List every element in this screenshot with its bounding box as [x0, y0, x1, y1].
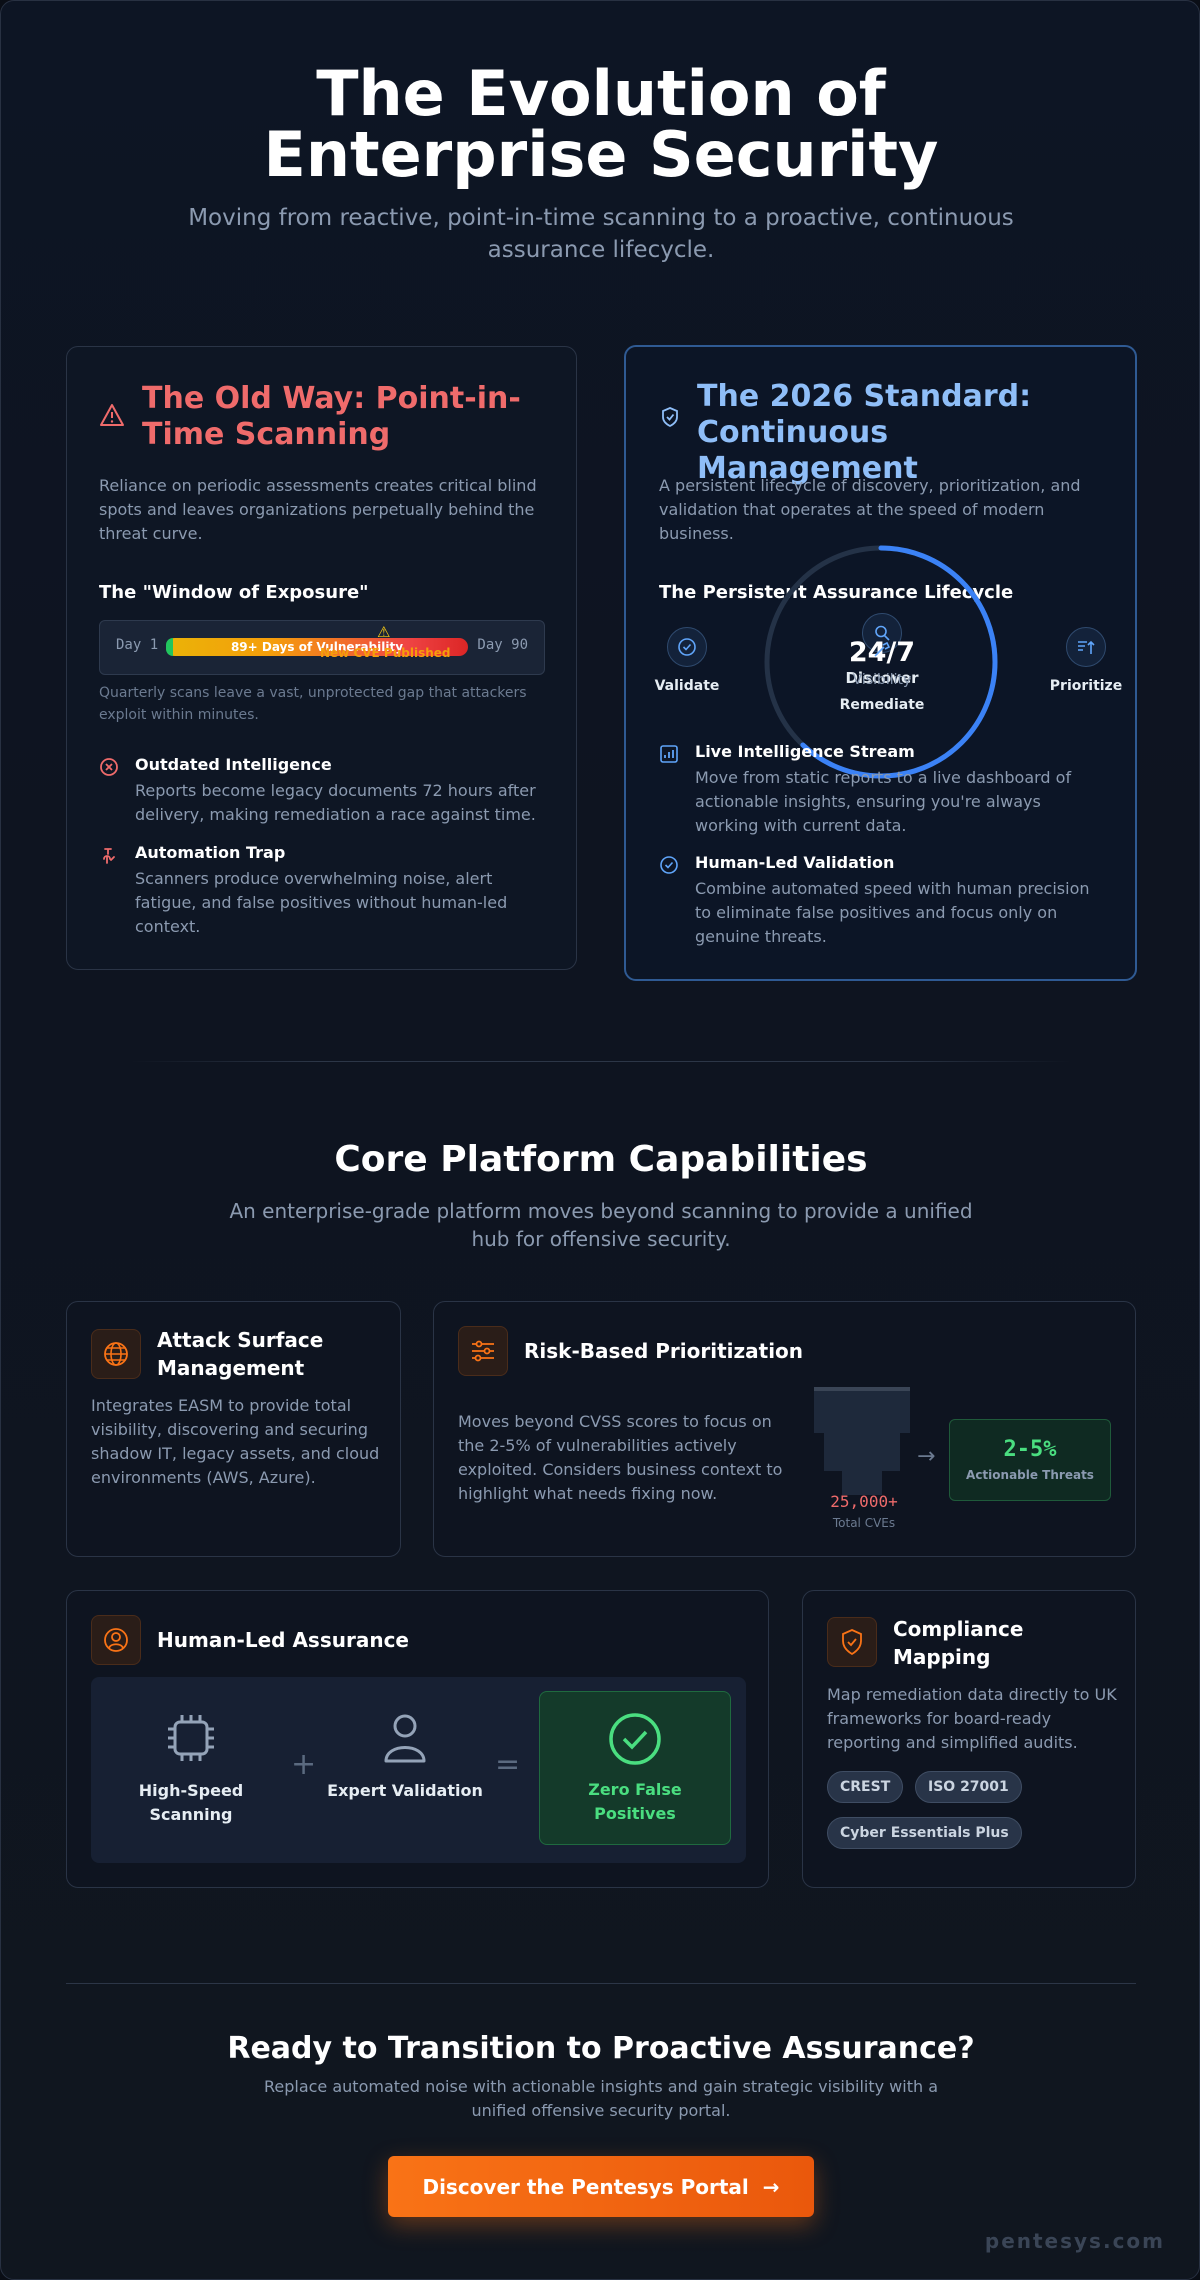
lifecycle-ring	[764, 545, 998, 779]
human-title: Human-Led Assurance	[157, 1628, 409, 1652]
eq-scanning-label: High-Speed Scanning	[138, 1781, 244, 1824]
old-item-text: Reports become legacy documents 72 hours…	[135, 781, 536, 824]
old-item-title: Automation Trap	[135, 843, 286, 862]
old-way-title: The Old Way: Point-in-Time Scanning	[142, 381, 521, 452]
broken-link-icon	[103, 848, 115, 864]
warning-triangle-icon	[100, 404, 124, 426]
cpu-chip-icon	[168, 1715, 214, 1761]
hero: The Evolution of Enterprise Security Mov…	[1, 57, 1199, 266]
chip-crest: CREST	[827, 1771, 904, 1803]
wrench-icon	[874, 641, 891, 657]
new-way-description: A persistent lifecycle of discovery, pri…	[659, 476, 1081, 543]
search-icon	[862, 613, 902, 653]
eq-zero-false-positives: Zero False Positives	[539, 1691, 731, 1845]
chip-iso: ISO 27001	[915, 1771, 1022, 1803]
cve-warning-icon: ⚠	[377, 623, 391, 641]
cve-published-label: New CVE Published	[320, 646, 451, 660]
new-way-title: The 2026 Standard: Continuous Management	[697, 379, 1032, 486]
cta-button-label: Discover the Pentesys Portal	[422, 2174, 749, 2199]
compliance-text: Map remediation data directly to UK fram…	[827, 1685, 1117, 1752]
vulnerability-bar-label: 89+ Days of Vulnerability	[230, 640, 404, 654]
equals-icon: =	[495, 1747, 521, 1782]
cta-divider	[66, 1983, 1136, 1984]
day-end-label: Day 90	[477, 637, 528, 653]
capabilities-subtitle: An enterprise-grade platform moves beyon…	[229, 1199, 973, 1251]
human-led-card: Human-Led Assurance High-Speed Scanning …	[66, 1590, 769, 1888]
new-item-text: Combine automated speed with human preci…	[695, 879, 1090, 946]
eq-expert-label: Expert Validation	[327, 1781, 483, 1800]
check-circle-icon	[609, 1713, 661, 1765]
remediate-label: Remediate	[839, 697, 925, 713]
new-way-card: The 2026 Standard: Continuous Management…	[624, 345, 1137, 981]
actionable-threats-box: 2-5% Actionable Threats	[949, 1419, 1111, 1501]
capabilities-title: Core Platform Capabilities	[334, 1139, 868, 1180]
threat-value: 2-5%	[1003, 1437, 1057, 1462]
old-item-text: Scanners produce overwhelming noise, ale…	[135, 869, 508, 936]
node-discover	[847, 613, 917, 664]
ring-label: Visibility	[852, 672, 912, 688]
discover-label: Discover	[845, 669, 919, 687]
page-subtitle: Moving from reactive, point-in-time scan…	[188, 205, 1014, 263]
new-item-text: Move from static reports to a live dashb…	[695, 768, 1072, 835]
vulnerability-bar: 89+ Days of Vulnerability	[166, 638, 468, 656]
total-cves-value: 25,000+	[830, 1492, 898, 1511]
asm-card: Attack Surface Management Integrates EAS…	[66, 1301, 401, 1557]
person-icon	[384, 1714, 426, 1763]
eq-scanning: High-Speed Scanning	[111, 1677, 271, 1827]
exposure-note: Quarterly scans leave a vast, unprotecte…	[99, 685, 527, 723]
eq-zero-label: Zero False Positives	[588, 1780, 682, 1823]
risk-text: Moves beyond CVSS scores to focus on the…	[458, 1412, 783, 1503]
risk-title: Risk-Based Prioritization	[524, 1339, 804, 1363]
brand-watermark: pentesys.com	[984, 2229, 1165, 2253]
threat-label: Actionable Threats	[966, 1468, 1094, 1482]
asm-text: Integrates EASM to provide total visibil…	[91, 1396, 380, 1487]
check-circle-icon	[667, 627, 707, 667]
total-cves-label: Total CVEs	[832, 1516, 896, 1530]
asm-title: Attack Surface Management	[157, 1328, 324, 1380]
risk-card: Risk-Based Prioritization Moves beyond C…	[433, 1301, 1136, 1557]
section-divider	[131, 1061, 1071, 1062]
node-validate: Validate	[627, 627, 747, 694]
ring-center: 24/7 Discover Visibility	[802, 637, 962, 688]
ring-value: 24/7	[848, 637, 916, 668]
lifecycle-title: The Persistent Assurance Lifecycle	[659, 582, 1014, 603]
cta-text: Replace automated noise with actionable …	[263, 2077, 938, 2120]
check-circle-icon	[660, 856, 678, 874]
sliders-icon	[458, 1326, 508, 1376]
page-title: The Evolution of Enterprise Security	[263, 57, 939, 191]
eq-expert: Expert Validation	[325, 1677, 485, 1803]
old-way-description: Reliance on periodic assessments creates…	[99, 476, 537, 543]
discover-portal-button[interactable]: Discover the Pentesys Portal →	[388, 2156, 814, 2217]
plus-icon: +	[291, 1747, 317, 1782]
arrow-right-icon: →	[917, 1444, 936, 1469]
compliance-card: Compliance Mapping Map remediation data …	[802, 1590, 1136, 1888]
node-prioritize: Prioritize	[1026, 627, 1146, 694]
node-remediate: Remediate	[822, 697, 942, 713]
sort-arrow-icon	[1066, 627, 1106, 667]
day-start-label: Day 1	[116, 637, 159, 653]
assurance-equation: High-Speed Scanning + Expert Validation …	[91, 1677, 746, 1863]
shield-check-icon	[827, 1617, 877, 1667]
compliance-title: Compliance Mapping	[893, 1617, 1024, 1669]
prioritize-label: Prioritize	[1049, 678, 1123, 694]
user-circle-icon	[91, 1615, 141, 1665]
scan-marker	[166, 638, 173, 656]
window-title: The "Window of Exposure"	[99, 582, 369, 603]
new-item-title: Human-Led Validation	[695, 853, 895, 872]
old-item-title: Outdated Intelligence	[135, 755, 332, 774]
ring-progress-arc	[764, 545, 998, 779]
new-item-title: Live Intelligence Stream	[695, 742, 915, 761]
arrow-right-icon: →	[762, 2174, 780, 2199]
exposure-meter: Day 1 89+ Days of Vulnerability ⚠ New CV…	[99, 620, 545, 675]
globe-icon	[91, 1329, 141, 1379]
chip-cyber-essentials: Cyber Essentials Plus	[827, 1817, 1022, 1849]
old-way-card: The Old Way: Point-in-Time Scanning Reli…	[66, 346, 577, 970]
shield-check-icon	[662, 407, 678, 428]
funnel-graphic	[814, 1387, 910, 1495]
x-circle-icon	[100, 758, 118, 776]
bar-chart-icon	[660, 745, 678, 763]
cta-title: Ready to Transition to Proactive Assuran…	[227, 2031, 975, 2066]
validate-label: Validate	[654, 678, 720, 694]
